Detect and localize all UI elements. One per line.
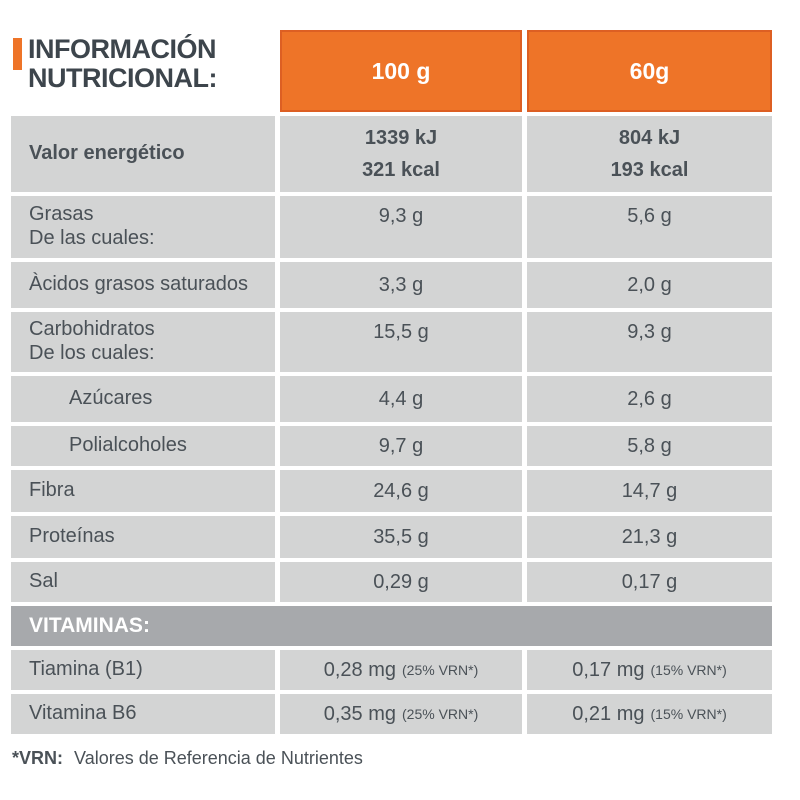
vitamina-b6-100g-amount: 0,35 mg: [323, 702, 396, 725]
row-label-azucares: Azúcares: [11, 376, 275, 422]
carbohidratos-value-100g: 15,5 g: [280, 312, 522, 372]
saturados-value-100g: 3,3 g: [280, 262, 522, 308]
tiamina-100g-amount: 0,28 mg: [323, 658, 396, 681]
tiamina-value-100g: 0,28 mg (25% VRN*): [280, 650, 522, 690]
row-label-energy: Valor energético: [11, 116, 275, 192]
energy-value-60g: 804 kJ 193 kcal: [527, 116, 772, 192]
carbohidratos-value-60g: 9,3 g: [527, 312, 772, 372]
energy-100g-kcal: 321 kcal: [362, 159, 440, 181]
title-line-2: NUTRICIONAL:: [28, 62, 217, 93]
row-label-grasas-main: Grasas: [29, 203, 94, 226]
energy-100g-kj: 1339 kJ: [364, 127, 438, 149]
row-label-grasas-sub: De las cuales:: [29, 227, 155, 249]
grasas-value-60g: 5,6 g: [527, 196, 772, 258]
saturados-value-60g: 2,0 g: [527, 262, 772, 308]
row-label-grasas: Grasas De las cuales:: [11, 196, 275, 258]
proteinas-value-60g: 21,3 g: [527, 516, 772, 558]
vitamina-b6-value-100g: 0,35 mg (25% VRN*): [280, 694, 522, 734]
row-label-vitamina-b6: Vitamina B6: [11, 694, 275, 734]
row-label-fibra: Fibra: [11, 470, 275, 512]
row-label-carbohidratos: Carbohidratos De los cuales:: [11, 312, 275, 372]
azucares-value-60g: 2,6 g: [527, 376, 772, 422]
vitamina-b6-100g-vrn: (25% VRN*): [402, 706, 479, 722]
fibra-value-100g: 24,6 g: [280, 470, 522, 512]
vitamina-b6-60g-amount: 0,21 mg: [572, 702, 645, 725]
row-label-carbohidratos-main: Carbohidratos: [29, 318, 155, 341]
energy-value-100g: 1339 kJ 321 kcal: [280, 116, 522, 192]
fibra-value-60g: 14,7 g: [527, 470, 772, 512]
tiamina-100g-vrn: (25% VRN*): [402, 662, 479, 678]
title-accent-bar: [13, 38, 22, 70]
tiamina-60g-amount: 0,17 mg: [572, 658, 645, 681]
vitamina-b6-value-60g: 0,21 mg (15% VRN*): [527, 694, 772, 734]
table-title: INFORMACIÓN NUTRICIONAL:: [11, 30, 275, 112]
vrn-footnote-prefix: *VRN:: [12, 748, 64, 768]
polialcoholes-value-100g: 9,7 g: [280, 426, 522, 466]
title-text: INFORMACIÓN NUTRICIONAL:: [28, 35, 217, 92]
vitamina-b6-60g-vrn: (15% VRN*): [650, 706, 727, 722]
column-header-100g: 100 g: [280, 30, 522, 112]
grasas-value-100g: 9,3 g: [280, 196, 522, 258]
vrn-footnote: *VRN: Valores de Referencia de Nutriente…: [12, 748, 363, 769]
row-label-saturados: Àcidos grasos saturados: [11, 262, 275, 308]
tiamina-value-60g: 0,17 mg (15% VRN*): [527, 650, 772, 690]
vitamins-section-header: VITAMINAS:: [11, 606, 772, 646]
title-line-1: INFORMACIÓN: [28, 34, 216, 64]
energy-60g-kcal: 193 kcal: [610, 159, 689, 181]
vrn-footnote-text: Valores de Referencia de Nutrientes: [74, 748, 363, 768]
azucares-value-100g: 4,4 g: [280, 376, 522, 422]
tiamina-60g-vrn: (15% VRN*): [650, 662, 727, 678]
sal-value-60g: 0,17 g: [527, 562, 772, 602]
nutrition-table: INFORMACIÓN NUTRICIONAL: 100 g 60g Valor…: [11, 30, 780, 734]
row-label-proteinas: Proteínas: [11, 516, 275, 558]
polialcoholes-value-60g: 5,8 g: [527, 426, 772, 466]
row-label-carbohidratos-sub: De los cuales:: [29, 342, 155, 364]
column-header-60g: 60g: [527, 30, 772, 112]
energy-60g-kj: 804 kJ: [618, 127, 681, 149]
row-label-sal: Sal: [11, 562, 275, 602]
sal-value-100g: 0,29 g: [280, 562, 522, 602]
row-label-polialcoholes: Polialcoholes: [11, 426, 275, 466]
row-label-tiamina-b1: Tiamina (B1): [11, 650, 275, 690]
proteinas-value-100g: 35,5 g: [280, 516, 522, 558]
